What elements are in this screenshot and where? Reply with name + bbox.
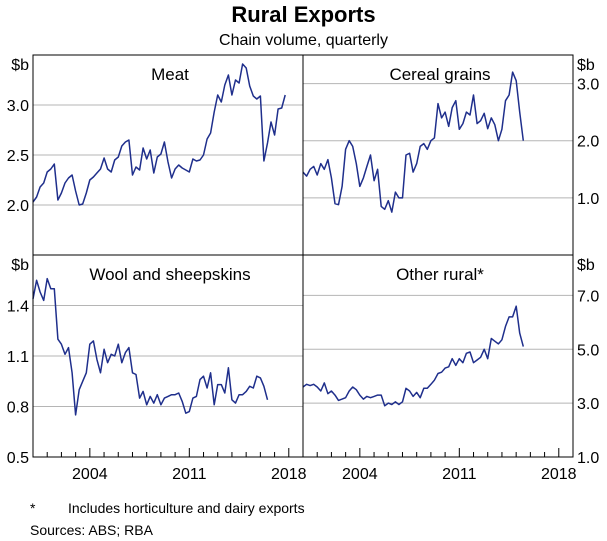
x-tick-label: 2011 [442,466,477,483]
y-tick-label: 1.4 [7,299,29,316]
x-tick-label: 2004 [72,466,108,483]
x-tick-label: 2011 [172,466,207,483]
y-tick-label: 0.5 [7,450,29,467]
x-tick-label: 2018 [541,466,577,483]
y-tick-label: 3.0 [577,396,599,413]
panel-title: Meat [151,65,189,84]
y-tick-label: 2.0 [7,198,29,215]
panel-title: Wool and sheepskins [89,265,250,284]
sources-note: Sources: ABS; RBA [30,522,153,538]
panel-title: Other rural* [396,265,484,284]
footnote-text: Includes horticulture and dairy exports [68,500,305,516]
y-tick-label: 7.0 [577,288,599,305]
y-tick-label: 1.0 [577,191,599,208]
unit-label: $b [577,257,595,274]
y-tick-label: 3.0 [7,98,29,115]
y-tick-label: 3.0 [577,77,599,94]
series-line [302,71,525,213]
y-tick-label: 1.0 [577,450,599,467]
unit-label: $b [11,57,29,74]
y-tick-label: 5.0 [577,342,599,359]
x-tick-label: 2018 [271,466,307,483]
unit-label: $b [11,257,29,274]
y-tick-label: 2.5 [7,148,29,165]
y-tick-label: 1.1 [7,349,29,366]
series-line [32,277,269,416]
unit-label: $b [577,57,595,74]
y-tick-label: 0.8 [7,400,29,417]
footnote-marker: * [30,500,36,516]
y-tick-label: 2.0 [577,134,599,151]
x-tick-label: 2004 [342,466,378,483]
chart-title: Rural Exports [231,2,375,27]
plot-area: 2.0 2.5 3.0 $b Meat 1.0 2.0 3.0 $b Cereal grains 0… [7,54,599,483]
panel-title: Cereal grains [389,65,490,84]
series-line [302,305,525,407]
series-line [32,63,286,206]
chart-subtitle: Chain volume, quarterly [219,32,388,49]
